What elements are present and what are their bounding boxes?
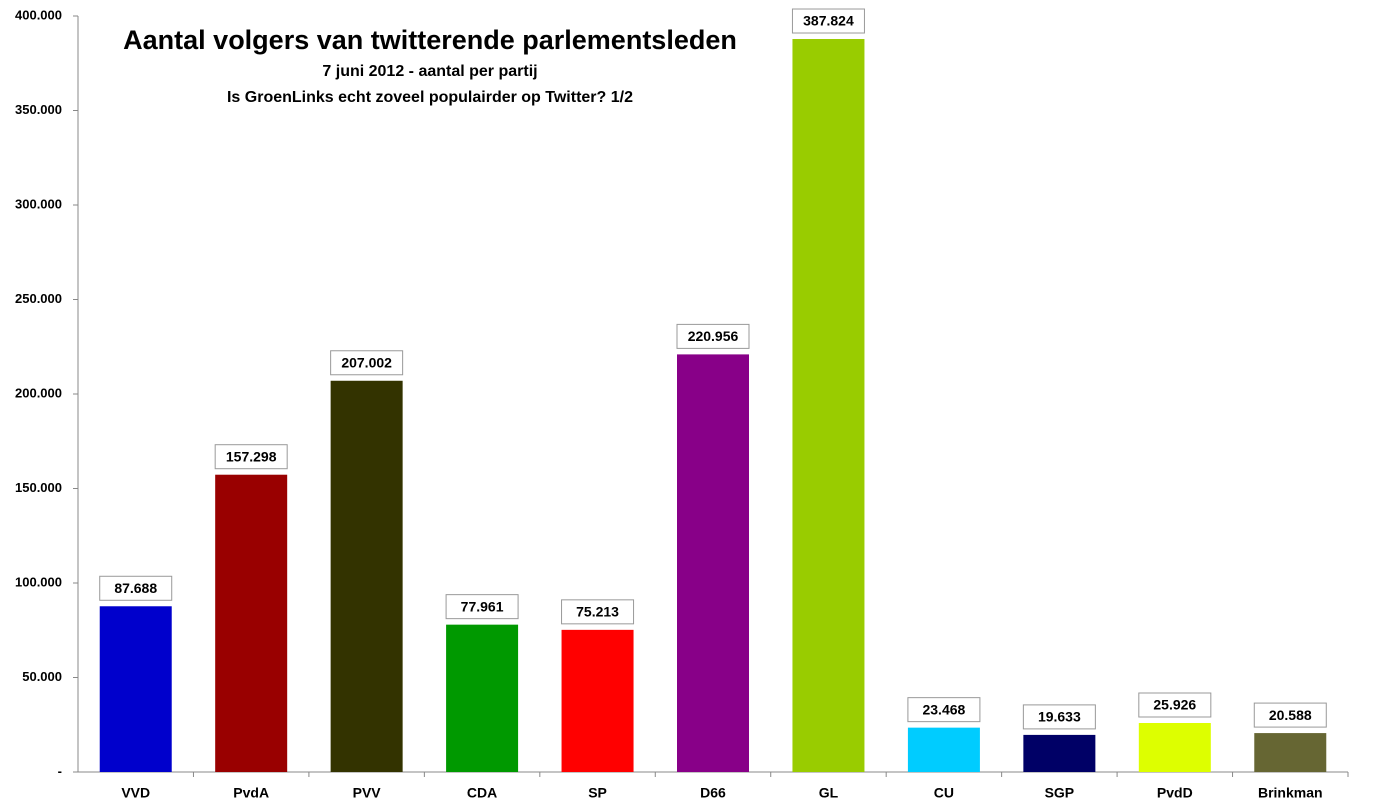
x-tick-label: GL xyxy=(819,785,839,801)
bar xyxy=(677,354,749,772)
value-label: 387.824 xyxy=(803,13,854,29)
x-tick-label: D66 xyxy=(700,785,726,801)
value-label: 75.213 xyxy=(576,604,619,620)
value-label-box xyxy=(907,697,981,723)
y-tick-label: 100.000 xyxy=(15,574,62,589)
value-label-box xyxy=(561,599,635,625)
y-tick-label: - xyxy=(58,763,62,778)
value-label-box xyxy=(330,350,404,376)
value-label: 157.298 xyxy=(226,448,277,464)
value-label: 20.588 xyxy=(1269,707,1312,723)
x-tick-label: CDA xyxy=(467,785,497,801)
bar xyxy=(792,39,865,773)
value-label: 19.633 xyxy=(1038,709,1081,725)
value-label: 87.688 xyxy=(114,580,157,596)
value-label-box xyxy=(676,323,750,349)
bar xyxy=(330,380,403,772)
y-tick-label: 250.000 xyxy=(15,291,62,306)
x-tick-label: CU xyxy=(934,785,954,801)
value-label: 207.002 xyxy=(341,354,392,370)
value-label-box xyxy=(99,575,173,601)
y-tick-label: 50.000 xyxy=(22,669,62,684)
value-label-box xyxy=(214,444,288,470)
bar xyxy=(907,727,980,772)
value-label-box xyxy=(1022,704,1096,730)
value-label: 25.926 xyxy=(1153,697,1196,713)
bar xyxy=(446,624,519,772)
chart-subtitle: 7 juni 2012 - aantal per partij xyxy=(322,63,537,80)
value-label: 23.468 xyxy=(922,701,965,717)
y-tick-label: 200.000 xyxy=(15,385,62,400)
y-tick-label: 150.000 xyxy=(15,480,62,495)
value-label: 77.961 xyxy=(461,598,504,614)
value-label-box xyxy=(1138,692,1212,718)
bar xyxy=(1138,722,1211,772)
chart-title: Aantal volgers van twitterende parlement… xyxy=(123,25,737,55)
value-label: 220.956 xyxy=(688,328,739,344)
bar xyxy=(1023,734,1096,772)
value-label-box xyxy=(791,8,865,34)
bar xyxy=(1254,733,1327,772)
bar xyxy=(215,474,288,772)
x-tick-label: VVD xyxy=(121,785,150,801)
x-tick-label: PvdD xyxy=(1157,785,1193,801)
chart-subtitle: Is GroenLinks echt zoveel populairder op… xyxy=(227,89,633,106)
x-tick-label: SGP xyxy=(1045,785,1075,801)
y-tick-label: 400.000 xyxy=(15,7,62,22)
x-tick-label: PVV xyxy=(353,785,382,801)
y-tick-label: 350.000 xyxy=(15,102,62,117)
value-label-box xyxy=(1253,702,1327,728)
y-tick-label: 300.000 xyxy=(15,196,62,211)
x-tick-label: Brinkman xyxy=(1258,785,1323,801)
x-tick-label: PvdA xyxy=(233,785,269,801)
x-tick-label: SP xyxy=(588,785,607,801)
bar xyxy=(561,629,634,772)
value-label-box xyxy=(445,594,519,620)
bar xyxy=(99,606,172,772)
